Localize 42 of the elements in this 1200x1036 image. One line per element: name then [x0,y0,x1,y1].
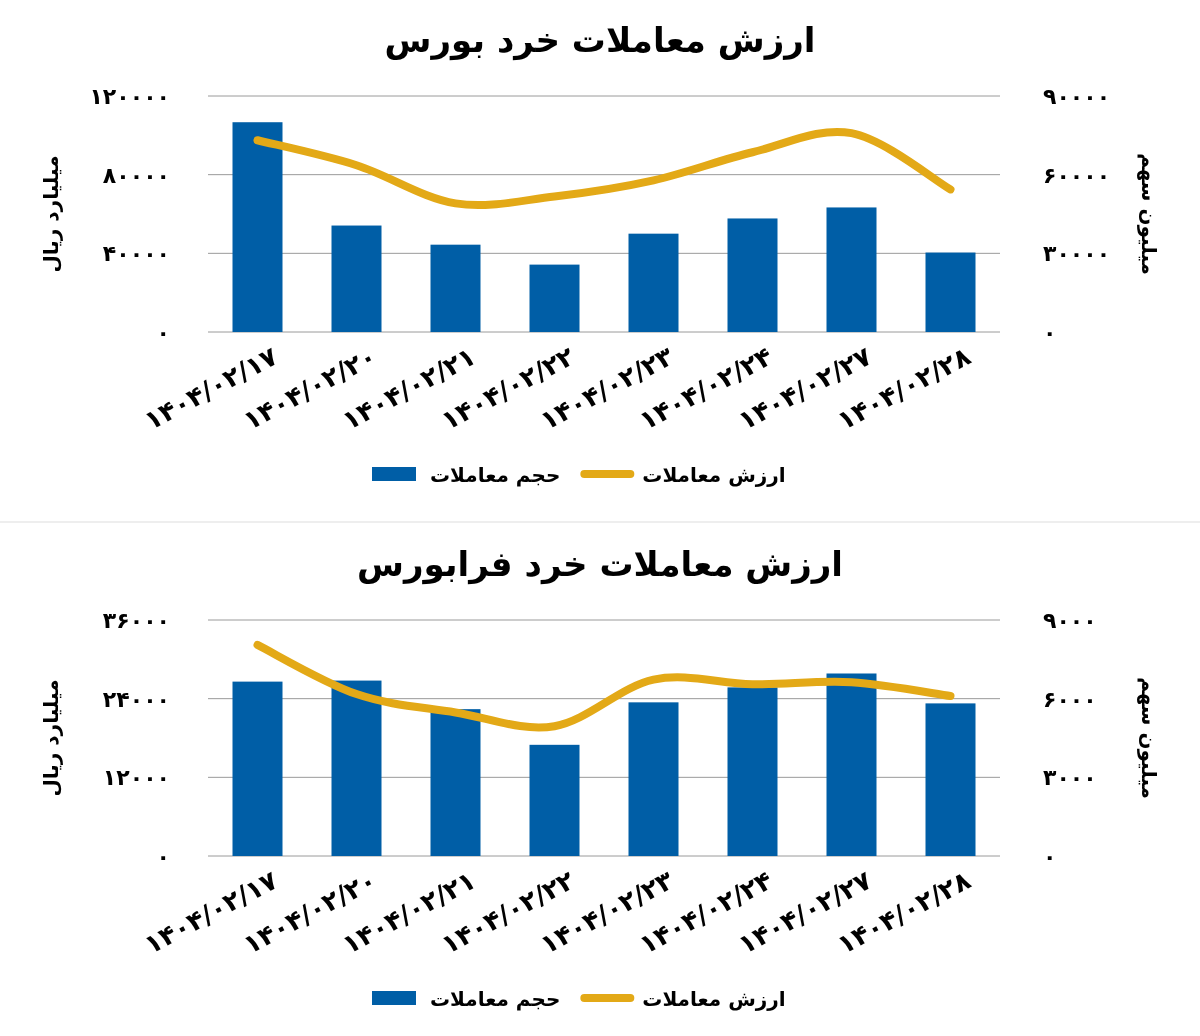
y2-axis-title: میلیون سهم [1137,152,1161,276]
y2-tick-label: ۰ [1043,320,1057,345]
bar [430,709,481,856]
bar [826,673,877,856]
legend-label: ارزش معاملات [642,463,786,487]
y2-tick-label: ۶۰۰۰۰ [1043,162,1111,188]
y-tick-label: ۰ [156,844,170,869]
bar [529,744,580,856]
bar [331,680,382,856]
bar [232,681,283,856]
y2-tick-label: ۳۰۰۰۰ [1043,241,1111,267]
y2-tick-label: ۰ [1043,844,1057,869]
bar [331,225,382,332]
legend-label: حجم معاملات [430,987,561,1011]
y2-tick-label: ۹۰۰۰۰ [1043,84,1111,109]
chart-title: ارزش معاملات خرد فرابورس [356,544,844,585]
y-tick-label: ۱۲۰۰۰ [102,765,170,791]
y-axis-title: میلیارد ریال [39,155,63,273]
y2-axis-title: میلیون سهم [1137,676,1161,800]
bar [727,687,778,856]
y-tick-label: ۲۴۰۰۰ [102,686,170,712]
bar [529,264,580,332]
bar [232,122,283,332]
y2-tick-label: ۶۰۰۰ [1043,686,1097,712]
bar [925,703,976,856]
y2-tick-label: ۹۰۰۰ [1043,608,1097,633]
bar [925,252,976,332]
bar [430,244,481,332]
y-tick-label: ۸۰۰۰۰ [102,162,170,188]
bar [628,233,679,332]
legend-label: ارزش معاملات [642,987,786,1011]
bar [826,207,877,332]
y-tick-label: ۳۶۰۰۰ [102,608,170,633]
legend-label: حجم معاملات [430,463,561,487]
bar [727,218,778,332]
bar [628,702,679,856]
y2-tick-label: ۳۰۰۰ [1043,765,1097,791]
y-tick-label: ۴۰۰۰۰ [102,241,170,267]
y-tick-label: ۱۲۰۰۰۰ [89,84,170,109]
y-axis-title: میلیارد ریال [39,679,63,797]
y-tick-label: ۰ [156,320,170,345]
chart-title: ارزش معاملات خرد بورس [384,20,816,61]
